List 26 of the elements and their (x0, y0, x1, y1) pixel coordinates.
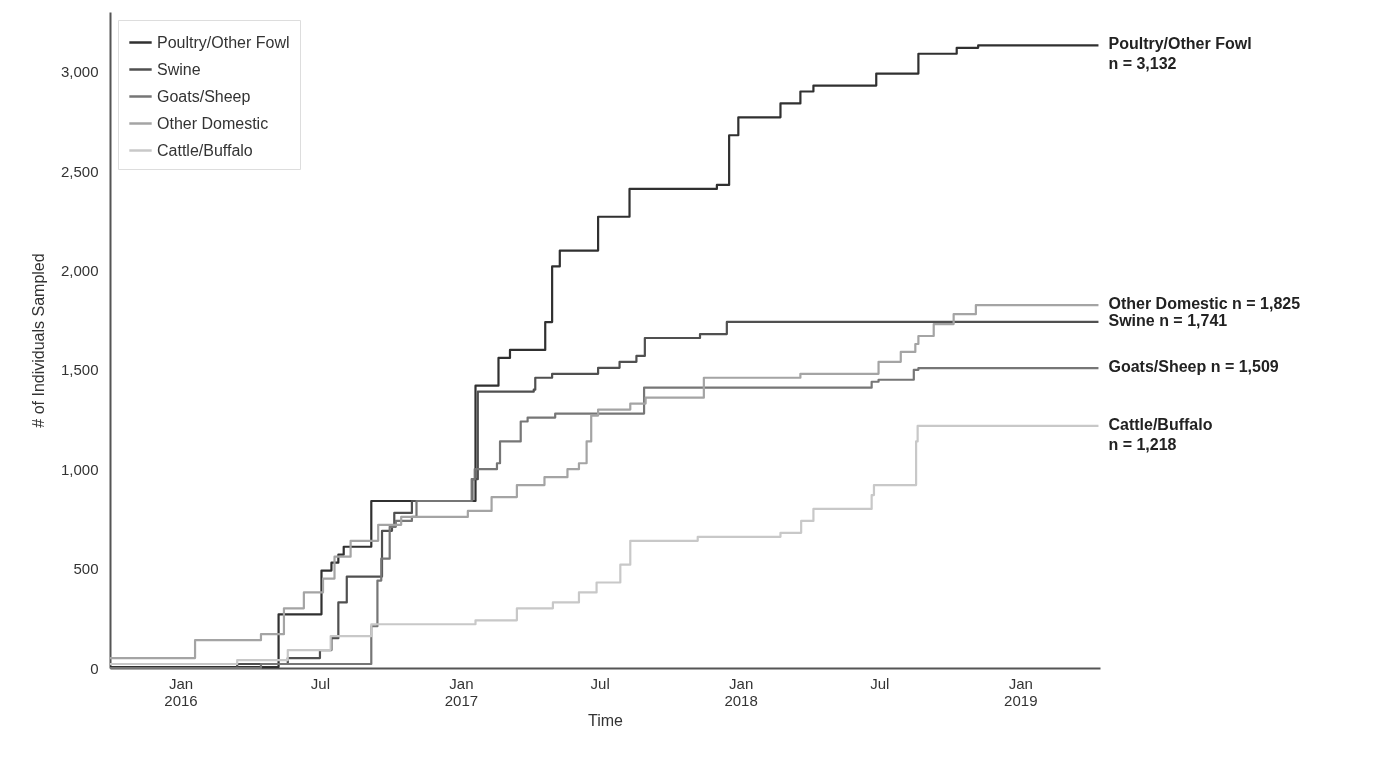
legend-label: Goats/Sheep (157, 87, 251, 105)
y-tick-label: 1,000 (60, 460, 99, 478)
y-tick-label: 2,500 (60, 162, 99, 180)
annotation: Cattle/Buffalo n = 1,218 (1108, 415, 1213, 453)
legend-label: Other Domestic (157, 114, 269, 132)
x-tick-label: Jul (310, 674, 331, 692)
annotation: Swine n = 1,741 (1108, 311, 1228, 329)
annotation: Poultry/Other Fowl n = 3,132 (1108, 35, 1252, 73)
legend-label: Swine (157, 60, 201, 78)
annotation: Goats/Sheep n = 1,509 (1108, 358, 1279, 376)
x-axis-title: Time (588, 711, 624, 729)
x-tick-label: Jan 2016 (164, 674, 198, 709)
y-tick-label: 2,000 (60, 261, 99, 279)
x-tick-label: Jan 2017 (444, 674, 479, 709)
y-tick-label: 3,000 (60, 63, 99, 81)
y-tick-label: 0 (90, 659, 99, 677)
x-tick-label: Jan 2018 (724, 674, 758, 709)
y-tick-label: 500 (73, 560, 99, 578)
annotation: Other Domestic n = 1,825 (1108, 295, 1301, 313)
x-tick-label: Jul (870, 674, 890, 692)
y-axis-title: # of Individuals Sampled (29, 253, 47, 428)
x-tick-label: Jul (590, 674, 610, 692)
legend-label: Cattle/Buffalo (157, 141, 253, 159)
y-tick-label: 1,500 (60, 361, 99, 379)
legend-label: Poultry/Other Fowl (157, 33, 290, 51)
x-tick-label: Jan 2019 (1004, 674, 1038, 709)
